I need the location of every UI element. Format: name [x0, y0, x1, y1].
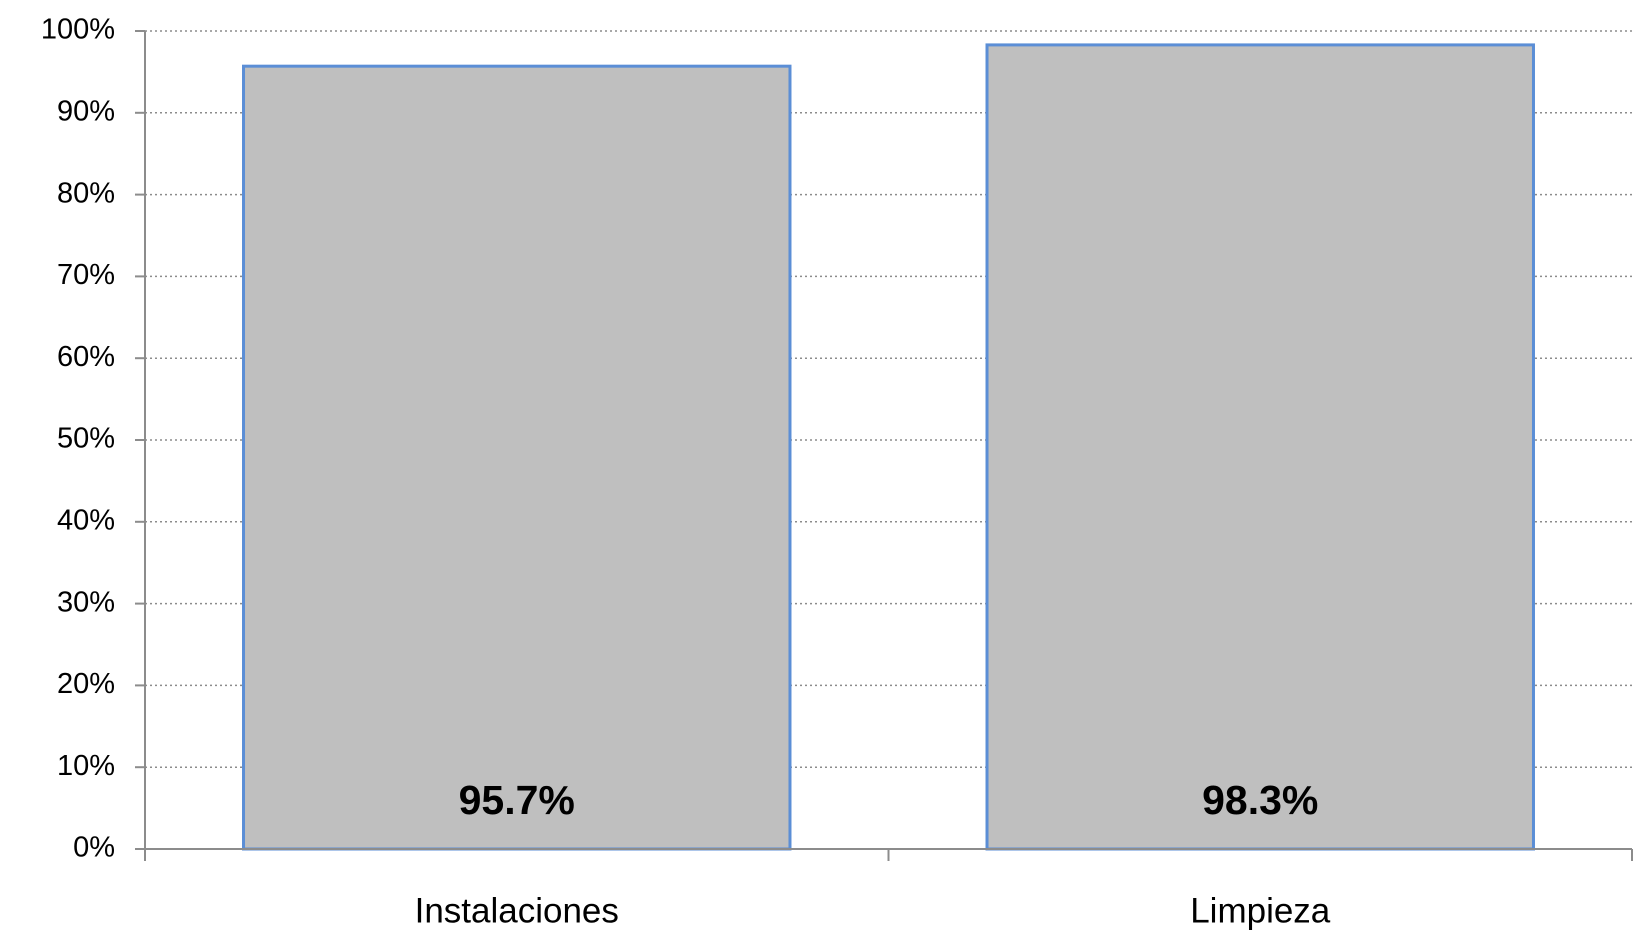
y-tick-label: 50%: [57, 423, 115, 455]
y-tick-label: 60%: [57, 341, 115, 373]
y-tick-label: 80%: [57, 177, 115, 209]
category-label: Limpieza: [1190, 891, 1331, 930]
category-label: Instalaciones: [415, 891, 619, 930]
y-tick-label: 0%: [73, 832, 115, 864]
data-label: 98.3%: [1202, 777, 1318, 823]
bar-instalaciones: [242, 64, 792, 851]
category-labels: Instalaciones Limpieza: [415, 891, 1331, 930]
y-tick-label: 20%: [57, 668, 115, 700]
data-labels: 95.7% 98.3%: [459, 777, 1319, 823]
axes: [135, 30, 1633, 861]
y-tick-label: 40%: [57, 504, 115, 536]
data-label: 95.7%: [459, 777, 575, 823]
bar-limpieza: [985, 43, 1535, 851]
bars: [242, 43, 1535, 851]
y-tick-label: 30%: [57, 586, 115, 618]
y-tick-labels: 0% 10% 20% 30% 40% 50% 60% 70% 80% 90% 100%: [41, 14, 115, 864]
y-tick-label: 100%: [41, 14, 115, 46]
y-tick-label: 90%: [57, 95, 115, 127]
y-tick-label: 70%: [57, 259, 115, 291]
y-tick-label: 10%: [57, 750, 115, 782]
